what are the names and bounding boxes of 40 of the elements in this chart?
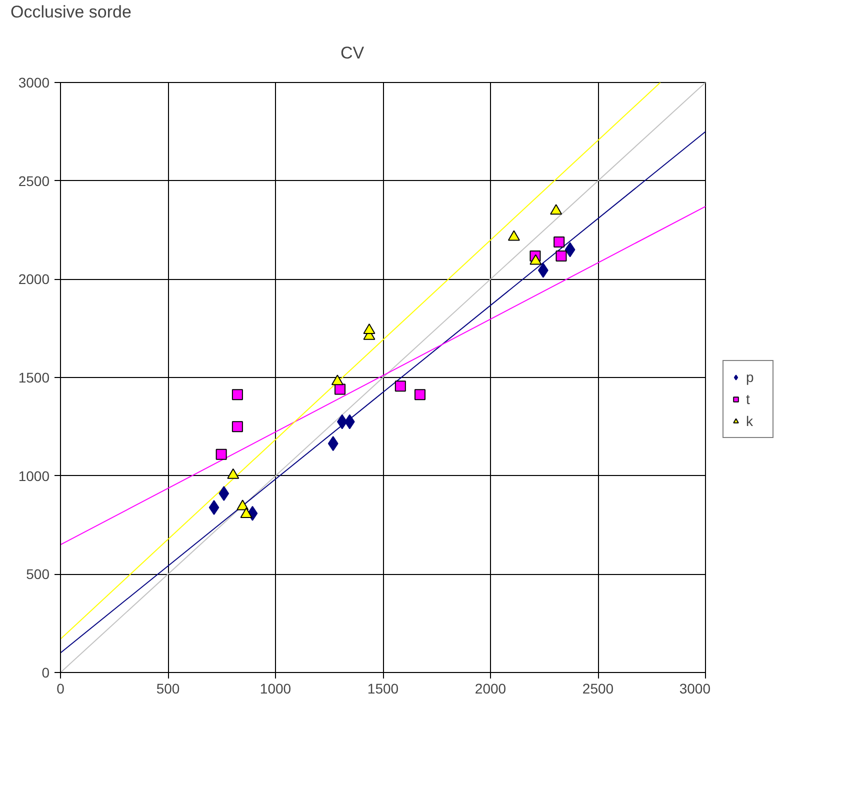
legend-label: t [746,390,751,406]
point [414,389,426,400]
x-tick-label: 1500 [367,680,399,696]
y-tick-label: 0 [42,664,50,680]
point [394,380,406,392]
point [227,468,240,479]
x-tick-label: 2000 [474,680,506,696]
point [216,448,227,460]
legend-label: k [746,412,754,428]
point [232,389,243,400]
point [208,500,220,515]
point [554,236,565,248]
point [236,500,249,510]
point [232,421,243,432]
y-tick-label: 2000 [18,271,50,288]
y-tick-label: 2500 [18,172,50,189]
point [363,323,376,334]
point [530,254,542,265]
point [556,250,567,262]
point [334,384,346,395]
point [336,414,348,430]
point [328,436,338,452]
y-tick-label: 1000 [18,468,50,484]
point [240,508,252,518]
y-tick-label: 500 [26,566,50,582]
chart-subtitle: CV [340,44,365,62]
point [218,486,230,502]
x-tick-label: 3000 [679,680,711,696]
point [508,230,520,241]
x-tick-label: 2500 [582,680,614,696]
x-tick-label: 1000 [260,680,292,696]
y-tick-label: 3000 [18,74,50,90]
point [550,204,562,215]
legend-label: p [746,368,755,384]
point [564,242,576,258]
x-tick-label: 500 [156,680,180,696]
chart-title: Occlusive sorde [10,2,132,22]
y-tick-label: 1500 [18,370,50,386]
x-tick-label: 0 [56,680,65,696]
point [331,374,344,386]
